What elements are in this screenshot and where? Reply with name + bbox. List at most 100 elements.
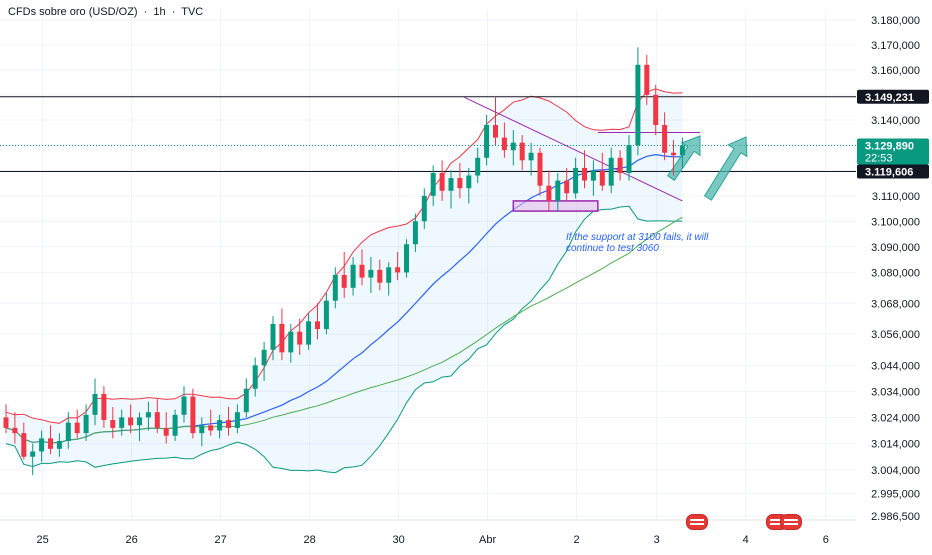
- candle-body: [145, 412, 151, 418]
- candle-body: [226, 420, 231, 428]
- candle-body: [39, 438, 45, 452]
- candle-body: [332, 274, 338, 301]
- candle-body: [626, 145, 632, 173]
- candle-body: [582, 167, 587, 181]
- candle-body: [377, 269, 383, 283]
- projection-arrow: [667, 135, 701, 181]
- x-tick-label: 6: [823, 534, 829, 546]
- x-tick-label: 27: [214, 534, 226, 546]
- y-tick-label: 3.160,000: [871, 65, 920, 77]
- current-price-tag: [857, 138, 929, 165]
- candle-body: [261, 349, 267, 366]
- candle-body: [519, 142, 525, 161]
- candle-body: [671, 152, 676, 156]
- candle-body: [48, 438, 53, 449]
- candle-body: [368, 269, 374, 278]
- candle-body: [341, 274, 347, 288]
- us-flag-icon[interactable]: [780, 514, 802, 530]
- candle-body: [430, 172, 436, 196]
- y-tick-label: 3.024,000: [871, 412, 920, 424]
- y-tick-label: 3.034,000: [871, 386, 920, 398]
- candle-body: [56, 440, 62, 449]
- title-separator: ·: [143, 6, 148, 18]
- y-tick-label: 3.100,000: [871, 216, 920, 228]
- candle-body: [83, 414, 89, 434]
- candle-body: [617, 157, 623, 173]
- price-axis[interactable]: 3.180,0003.170,0003.160,0003.150,0003.14…: [871, 15, 920, 523]
- x-tick-label: 3: [654, 534, 660, 546]
- time-axis[interactable]: 25 26 27 28 30 Abr 2 3 4 6: [36, 534, 828, 546]
- candle-body: [644, 64, 650, 95]
- candle-body: [190, 396, 196, 434]
- y-tick-label: 3.140,000: [871, 115, 920, 127]
- candle-body: [528, 152, 534, 161]
- y-tick-label: 3.180,000: [871, 15, 920, 27]
- y-tick-label: 3.056,000: [871, 329, 920, 341]
- candle-body: [510, 142, 516, 151]
- trendline: [464, 96, 683, 202]
- support-price-tag: [857, 164, 929, 179]
- candle-body: [137, 417, 142, 426]
- x-tick-label: 26: [125, 534, 137, 546]
- candle-body: [475, 157, 481, 176]
- candle-body: [484, 124, 490, 158]
- long-ma-line: [5, 216, 683, 444]
- symbol-name[interactable]: CFDs sobre oro (USD/OZ): [8, 6, 138, 18]
- x-tick-label: Abr: [479, 534, 496, 546]
- support-price-tag-label: 3.119,606: [865, 166, 913, 178]
- analysis-note-line: If the support at 3100 fails, it will: [566, 232, 709, 243]
- candle-body: [154, 412, 160, 428]
- candle-body: [555, 180, 561, 201]
- analysis-note: If the support at 3100 fails, it will co…: [566, 232, 776, 254]
- candle-body: [217, 420, 223, 431]
- chart-title: CFDs sobre oro (USD/OZ) · 1h · TVC: [8, 6, 206, 18]
- candle-body: [404, 244, 409, 273]
- candle-body: [662, 124, 668, 153]
- y-tick-label: 3.080,000: [871, 267, 920, 279]
- y-tick-label: 3.004,000: [871, 465, 920, 477]
- projection-arrow: [703, 136, 748, 201]
- lower-band-line: [5, 205, 683, 474]
- candle-body: [466, 175, 472, 189]
- candle-body: [92, 393, 98, 415]
- candle-body: [208, 425, 214, 431]
- candle-body: [101, 393, 107, 421]
- candle-body: [30, 451, 36, 457]
- candle-body: [65, 422, 71, 441]
- candle-body: [457, 178, 463, 189]
- source-label: TVC: [181, 6, 204, 18]
- candles: [3, 47, 685, 476]
- support-zone: [512, 200, 599, 212]
- candle-body: [608, 157, 614, 186]
- candle-body: [395, 267, 401, 273]
- x-tick-label: 30: [392, 534, 404, 546]
- title-separator: ·: [171, 6, 176, 18]
- candle-body: [323, 300, 329, 330]
- grid-layer: [0, 10, 856, 521]
- timeframe-label[interactable]: 1h: [153, 6, 166, 18]
- candle-body: [163, 427, 169, 436]
- candle-body: [74, 422, 80, 434]
- x-tick-label: 4: [743, 534, 749, 546]
- candle-body: [573, 167, 579, 194]
- candle-body: [270, 323, 276, 350]
- candle-body: [653, 94, 659, 125]
- drawings: [0, 96, 856, 212]
- candle-body: [537, 152, 543, 186]
- x-tick-label: 28: [303, 534, 315, 546]
- y-tick-label: 2.986,500: [871, 511, 920, 523]
- candle-body: [448, 178, 454, 191]
- candle-body: [288, 331, 294, 353]
- candle-body: [199, 425, 205, 434]
- analysis-note-line: continue to test 3060: [566, 243, 659, 254]
- y-tick-label: 3.044,000: [871, 360, 920, 372]
- resistance-price-tag: [857, 89, 929, 104]
- candle-body: [243, 388, 249, 413]
- us-flag-icon[interactable]: [686, 514, 708, 530]
- y-tick-label: 3.110,000: [872, 191, 920, 203]
- y-tick-label: 2.995,000: [871, 489, 920, 501]
- x-tick-label: 25: [36, 534, 48, 546]
